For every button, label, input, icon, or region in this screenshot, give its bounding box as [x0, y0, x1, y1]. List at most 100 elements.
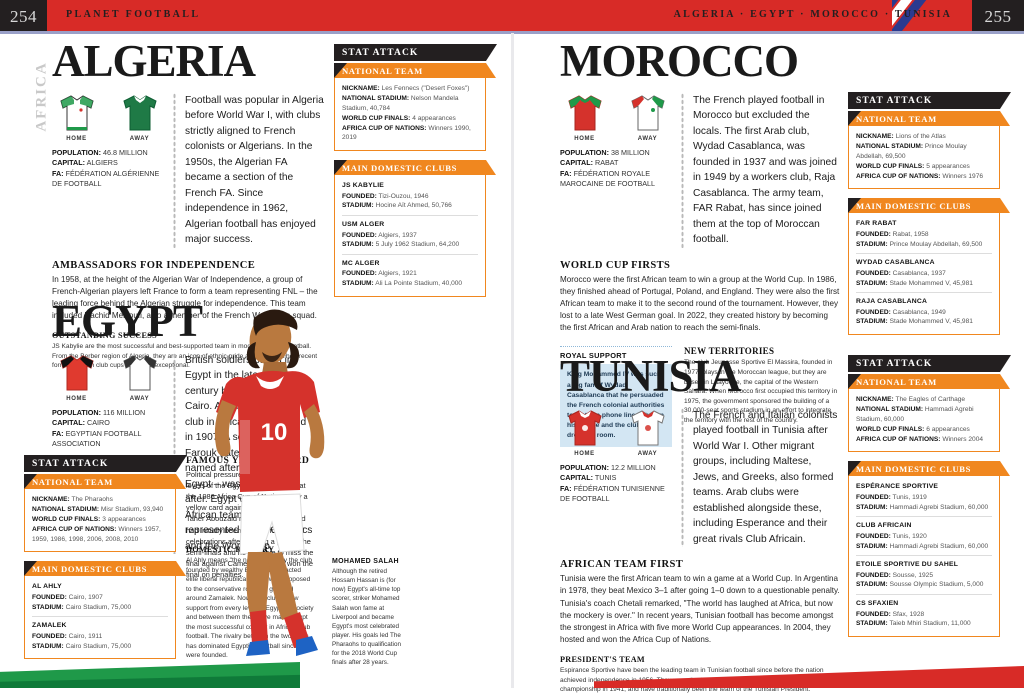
kit-panel-algeria: HOME AWAY POPULATION: 46.8 MILLION CAPIT… [52, 93, 164, 248]
fact-population: POPULATION: 46.8 MILLION [52, 147, 148, 157]
shirt-icon [122, 355, 157, 391]
kit-panel-egypt: HOME AWAY POPULATION: 116 MILLION CAPITA… [52, 353, 164, 555]
tint-box-heading: ROYAL SUPPORT [560, 351, 627, 361]
stat-attack-national-heading: NATIONAL TEAM [848, 111, 1010, 126]
stat-afcon: AFRICA CUP OF NATIONS: Winners 1990, 201… [342, 124, 471, 142]
stat-attack-title-bar: STAT ATTACK [24, 455, 187, 472]
kit-label: AWAY [637, 450, 658, 457]
section-heading: WORLD CUP FIRSTS [560, 259, 671, 271]
page-title-morocco: MOROCCO [560, 36, 799, 86]
dotted-divider [173, 92, 176, 248]
page-title-egypt: EGYPT [52, 296, 203, 346]
section-body: The club Jeunesse Sportive El Massira, f… [684, 359, 838, 424]
caption-body: Although the retired Hossam Hassan is (f… [332, 568, 401, 667]
kit-panel-tunisia: HOME AWAY POPULATION: 12.2 MILLION CAPIT… [560, 408, 672, 548]
kit-label: HOME [574, 135, 595, 142]
shirt-icon [122, 95, 157, 131]
section-african-team-first: AFRICAN TEAM FIRST Tunisia were the firs… [560, 559, 840, 646]
kit-away: AWAY [623, 93, 672, 142]
fact-capital: CAPITAL: TUNIS [560, 473, 617, 483]
stat-attack-national-heading: NATIONAL TEAM [24, 474, 186, 489]
stat-attack-clubs-body: FAR RABAT FOUNDED: Rabat, 1958 STADIUM: … [848, 213, 1000, 336]
intro-paragraph-tunisia: The French and Italian colonists played … [693, 409, 838, 545]
left-page-number-block: 254 [0, 0, 47, 33]
section-tab-africa: AFRICA [33, 61, 50, 132]
stat-attack-national-heading: NATIONAL TEAM [848, 374, 1010, 389]
stat-attack-clubs-heading: MAIN DOMESTIC CLUBS [848, 461, 1010, 477]
fact-population: POPULATION: 38 MILLION [560, 147, 650, 157]
kit-shirts: HOME AWAY [52, 93, 164, 142]
club-entry: CLUB AFRICAIN FOUNDED: Tunis, 1920 STADI… [856, 516, 992, 551]
kit-label: HOME [574, 450, 595, 457]
page-banner: 254 255 PLANET FOOTBALL ALGERIA · EGYPT … [0, 0, 1024, 34]
fact-fa: FA: FÉDÉRATION TUNISIENNE DE FOOTBALL [560, 483, 665, 504]
kit-panel-morocco: HOME AWAY POPULATION: 38 MILLION [560, 93, 672, 248]
stat-attack-clubs-body: JS KABYLIE FOUNDED: Tizi-Ouzou, 1946 STA… [334, 175, 486, 298]
book-spine [511, 33, 514, 688]
stat-nickname: NICKNAME: Lions of the Atlas [856, 133, 946, 140]
stat-attack-algeria: STAT ATTACK NATIONAL TEAM NICKNAME: Les … [334, 44, 497, 298]
stat-attack-egypt: STAT ATTACK NATIONAL TEAM NICKNAME: The … [24, 455, 187, 660]
country-facts: POPULATION: 12.2 MILLION CAPITAL: TUNIS … [560, 463, 672, 505]
stat-attack-clubs-body: AL AHLY FOUNDED: Cairo, 1907 STADIUM: Ca… [24, 576, 176, 660]
country-block-morocco: MOROCCO HOME [560, 36, 840, 447]
stat-afcon: AFRICA CUP OF NATIONS: Winners 1976 [856, 172, 984, 180]
stat-attack-national-body: NICKNAME: The Eagles of Carthage NATIONA… [848, 389, 1000, 453]
intro-paragraph-morocco: The French played football in Morocco bu… [693, 94, 837, 246]
section-world-cup-firsts: WORLD CUP FIRSTS Morocco were the first … [560, 260, 840, 335]
shirt-icon [567, 410, 602, 446]
stat-afcon: AFRICA CUP OF NATIONS: Winners 2004 [856, 435, 984, 443]
shirt-icon [59, 95, 94, 131]
fact-population: POPULATION: 12.2 MILLION [560, 462, 656, 472]
kit-label: AWAY [129, 395, 150, 402]
left-page-number: 254 [10, 6, 37, 26]
stat-world-cup-finals: WORLD CUP FINALS: 4 appearances [342, 114, 456, 122]
page-title-algeria: ALGERIA [52, 36, 256, 86]
kit-label: AWAY [637, 135, 658, 142]
club-entry: ESPÉRANCE SPORTIVE FOUNDED: Tunis, 1919 … [856, 483, 989, 511]
stat-attack-national-body: NICKNAME: The Pharaohs NATIONAL STADIUM:… [24, 489, 176, 553]
stat-nickname: NICKNAME: Les Fennecs ("Desert Foxes") [342, 85, 470, 92]
stat-afcon: AFRICA CUP OF NATIONS: Winners 1957, 195… [32, 525, 161, 543]
banner-underline [0, 31, 1024, 34]
club-entry: MC ALGER FOUNDED: Algiers, 1921 STADIUM:… [342, 254, 478, 289]
stat-world-cup-finals: WORLD CUP FINALS: 3 appearances [32, 515, 146, 523]
club-entry: FAR RABAT FOUNDED: Rabat, 1958 STADIUM: … [856, 220, 983, 248]
player-photo-mohamed-salah: 10 [196, 300, 336, 670]
section-body: Morocco were the first African team to w… [560, 274, 840, 333]
shirt-number: 10 [261, 419, 288, 446]
photo-caption-salah: MOHAMED SALAH Although the retired Hossa… [332, 558, 402, 667]
page-title-tunisia: TUNISIA [560, 351, 742, 401]
player-illustration: 10 [214, 309, 325, 656]
stat-attack-clubs-heading: MAIN DOMESTIC CLUBS [24, 561, 186, 577]
stat-world-cup-finals: WORLD CUP FINALS: 5 appearances [856, 162, 970, 170]
club-entry: ZAMALEK FOUNDED: Cairo, 1911 STADIUM: Ca… [32, 616, 168, 651]
stat-attack-morocco: STAT ATTACK NATIONAL TEAM NICKNAME: Lion… [848, 92, 1011, 336]
kit-label: AWAY [129, 135, 150, 142]
fact-fa: FA: FÉDÉRATION ALGÉRIENNE DE FOOTBALL [52, 168, 160, 189]
right-page-number-block: 255 [972, 0, 1024, 33]
kit-shirts: HOME AWAY [560, 93, 672, 142]
kit-home: HOME [52, 93, 101, 142]
section-heading: PRESIDENT'S TEAM [560, 655, 645, 665]
club-entry: CS SFAXIEN FOUNDED: Sfax, 1928 STADIUM: … [856, 594, 992, 629]
running-title: PLANET FOOTBALL [66, 9, 201, 20]
stat-national-stadium: NATIONAL STADIUM: Nelson Mandela Stadium… [342, 94, 459, 112]
stat-national-stadium: NATIONAL STADIUM: Misr Stadium, 93,940 [32, 505, 164, 513]
section-ambassadors: AMBASSADORS FOR INDEPENDENCE In 1958, at… [52, 260, 326, 323]
stat-nickname: NICKNAME: The Pharaohs [32, 496, 113, 503]
kit-away: AWAY [623, 408, 672, 457]
dotted-divider [681, 407, 684, 548]
country-facts: POPULATION: 38 MILLION CAPITAL: RABAT FA… [560, 148, 672, 190]
stat-attack-title-bar: STAT ATTACK [334, 44, 497, 61]
section-body: Tunisia were the first African team to w… [560, 574, 840, 644]
stat-nickname: NICKNAME: The Eagles of Carthage [856, 396, 966, 403]
fact-population: POPULATION: 116 MILLION [52, 407, 146, 417]
club-entry: AL AHLY FOUNDED: Cairo, 1907 STADIUM: Ca… [32, 583, 132, 611]
country-block-algeria: ALGERIA HOME [52, 36, 326, 371]
stat-attack-clubs-heading: MAIN DOMESTIC CLUBS [848, 198, 1010, 214]
shirt-icon [59, 355, 94, 391]
fact-fa: FA: FÉDÉRATION ROYALE MAROCAINE DE FOOTB… [560, 168, 656, 189]
stat-attack-national-body: NICKNAME: Lions of the Atlas NATIONAL ST… [848, 126, 1000, 190]
stat-world-cup-finals: WORLD CUP FINALS: 6 appearances [856, 425, 970, 433]
